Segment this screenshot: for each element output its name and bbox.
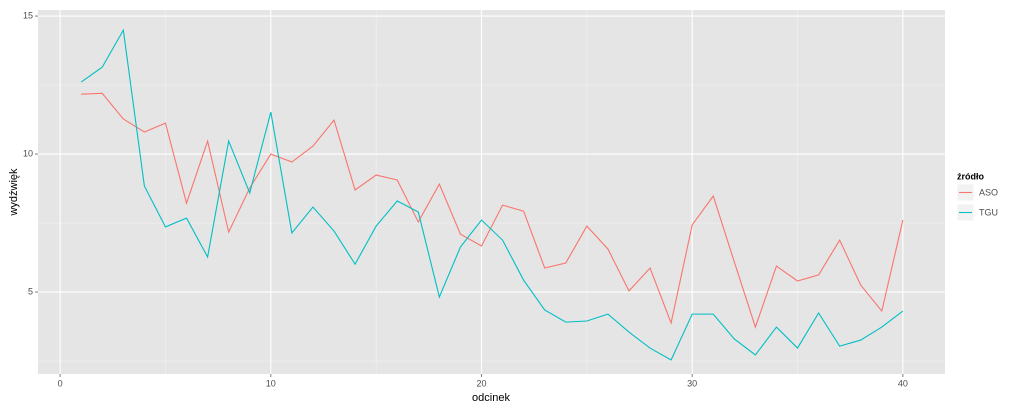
y-tick-label: 10 xyxy=(23,148,33,158)
x-axis-label: odcinek xyxy=(472,392,510,404)
y-axis-label: wydźwięk xyxy=(8,168,20,217)
panel xyxy=(38,10,945,374)
line xyxy=(81,92,904,329)
x-tick-label: 20 xyxy=(476,378,486,388)
y-tick-label: 15 xyxy=(23,10,33,20)
marks xyxy=(80,28,904,361)
line xyxy=(80,28,904,361)
grid xyxy=(38,10,945,374)
y-tick-label: 5 xyxy=(28,286,33,296)
legend-title: źródło xyxy=(957,171,984,181)
legend-label: ASO xyxy=(979,187,998,197)
x-tick-label: 30 xyxy=(687,378,697,388)
legend-label: TGU xyxy=(979,207,998,217)
x-tick-label: 10 xyxy=(266,378,276,388)
x-tick-label: 40 xyxy=(898,378,908,388)
x-tick-label: 0 xyxy=(58,378,63,388)
